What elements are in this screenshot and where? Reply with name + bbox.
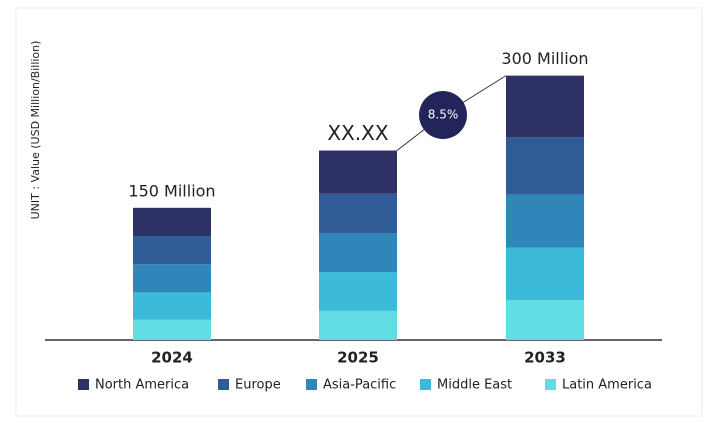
legend-swatch [420, 379, 431, 390]
x-tick-label: 2024 [151, 349, 193, 367]
y-axis-label: UNIT : Value (USD Million/Billion) [29, 41, 42, 220]
bar-segment [133, 292, 211, 320]
total-label: XX.XX [327, 121, 388, 145]
growth-badge [419, 91, 467, 139]
legend-label: North America [95, 378, 189, 393]
growth-label: 8.5% [428, 108, 459, 122]
bar-segment [319, 233, 397, 273]
bar-segment [319, 150, 397, 194]
bar-segment [319, 193, 397, 234]
x-tick-label: 2025 [337, 349, 379, 367]
bar-segment [506, 75, 584, 138]
bar-segment [319, 272, 397, 311]
legend-swatch [218, 379, 229, 390]
legend-label: Asia-Pacific [323, 378, 396, 393]
bar-segment [133, 236, 211, 265]
bar-segment [506, 247, 584, 301]
bar-segment [319, 310, 397, 340]
legend-swatch [306, 379, 317, 390]
legend-swatch [545, 379, 556, 390]
total-label: 150 Million [128, 181, 215, 200]
bar-segment [506, 194, 584, 248]
bar-segment [133, 264, 211, 293]
legend-swatch [78, 379, 89, 390]
total-label: 300 Million [501, 49, 588, 68]
legend-label: Latin America [562, 378, 652, 393]
bar-segment [506, 137, 584, 195]
x-tick-label: 2033 [524, 349, 566, 367]
bar-segment [133, 319, 211, 340]
legend-label: Europe [235, 378, 281, 393]
bar-segment [133, 207, 211, 237]
legend-label: Middle East [437, 378, 512, 393]
bar-segment [506, 300, 584, 340]
